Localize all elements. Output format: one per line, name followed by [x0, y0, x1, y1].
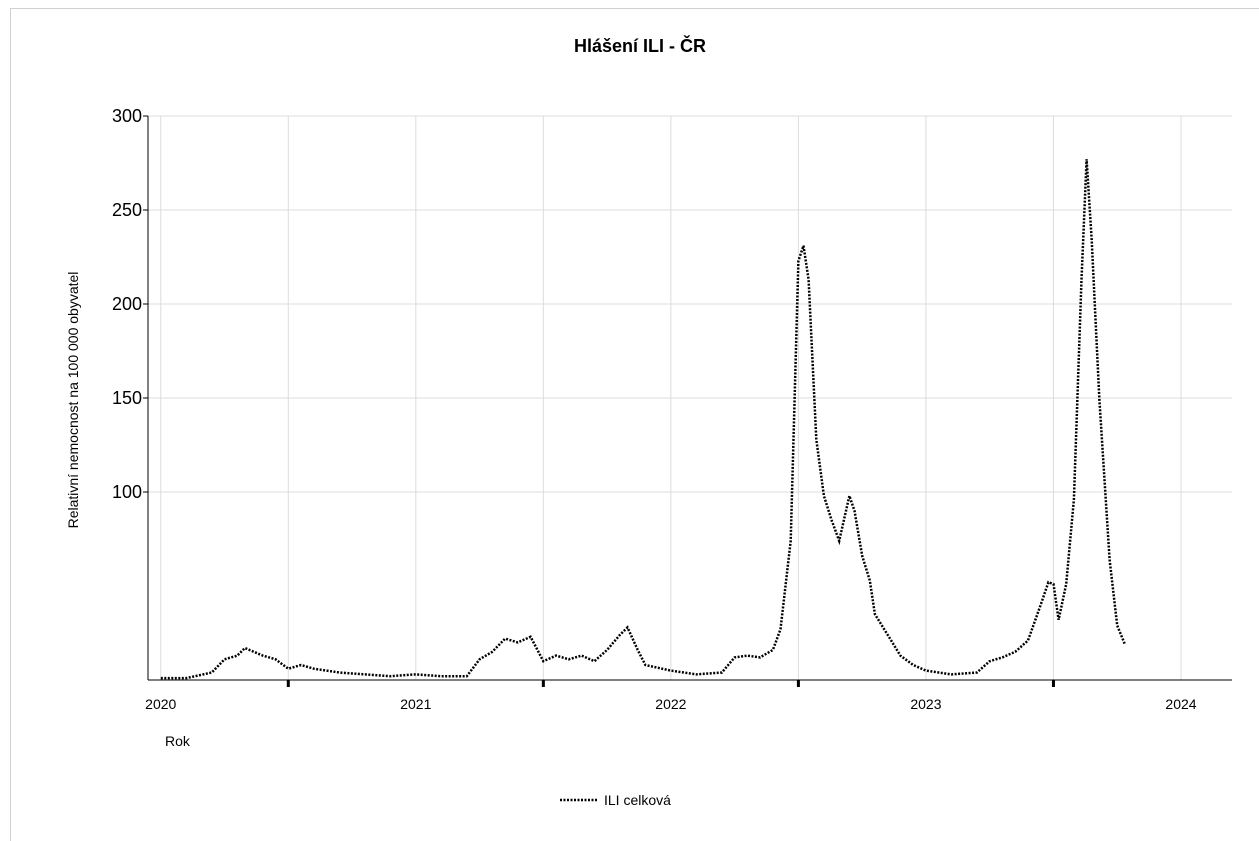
chart-frame [10, 8, 1259, 841]
y-tick-label: 250 [112, 200, 142, 220]
x-tick-label: 2020 [145, 696, 176, 712]
x-tick-label: 2024 [1165, 696, 1196, 712]
data-line [160, 159, 1127, 680]
x-tick-label: 2022 [655, 696, 686, 712]
x-tick-label: 2023 [910, 696, 941, 712]
chart-title: Hlášení ILI - ČR [574, 35, 706, 56]
legend-label: ILI celková [604, 792, 671, 808]
y-axis-label: Relativní nemocnost na 100 000 obyvatel [65, 272, 81, 529]
x-axis-label: Rok [165, 733, 191, 749]
x-tick-label: 2021 [400, 696, 431, 712]
y-tick-label: 300 [112, 106, 142, 126]
y-tick-label: 200 [112, 294, 142, 314]
y-tick-label: 100 [112, 482, 142, 502]
y-tick-label: 150 [112, 388, 142, 408]
